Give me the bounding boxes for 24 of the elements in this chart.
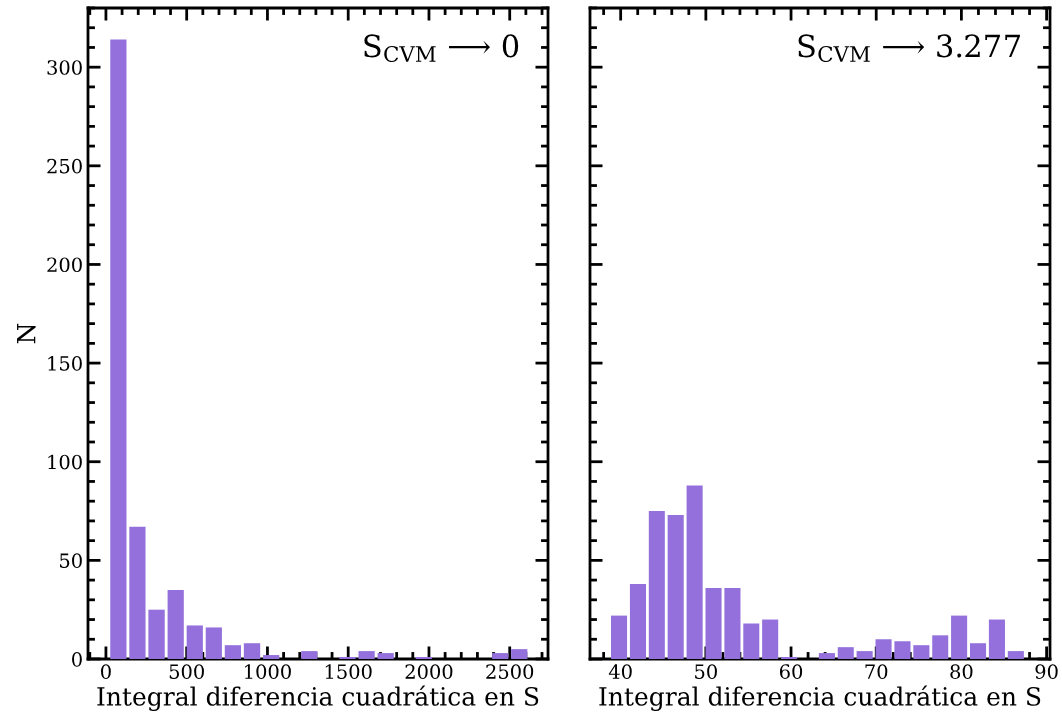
x-tick-label: 90 (1035, 664, 1058, 679)
x-tick-label: 80 (950, 664, 973, 679)
x-tick-label: 1500 (325, 664, 372, 679)
x-tick-label: 500 (169, 664, 204, 679)
x-axis-title: Integral diferencia cuadrática en S (97, 685, 539, 712)
x-tick-label: 2500 (486, 664, 534, 679)
annotation: S$_{CVM}$ ⟶ 3.277 (798, 34, 1020, 63)
x-tick-label: 0 (101, 664, 111, 679)
y-tick-label: 0 (72, 651, 82, 667)
y-tick-label: 250 (47, 158, 82, 174)
x-tick-label: 1000 (245, 664, 291, 679)
y-tick-label: 100 (48, 454, 82, 470)
y-tick-label: 300 (47, 60, 82, 75)
x-tick-label: 50 (695, 664, 717, 679)
annotation: S$_{CVM}$ ⟶ 0 (364, 34, 519, 63)
x-axis-title: Integral diferencia cuadrática en S (599, 685, 1041, 712)
y-tick-label: 50 (60, 553, 82, 569)
x-tick-label: 70 (865, 664, 888, 679)
x-tick-label: 40 (608, 664, 632, 679)
y-tick-label: 150 (48, 356, 82, 371)
y-axis-title: N (17, 323, 36, 344)
y-tick-label: 200 (47, 257, 82, 273)
x-tick-label: 2000 (405, 664, 453, 679)
x-tick-label: 60 (779, 664, 803, 679)
